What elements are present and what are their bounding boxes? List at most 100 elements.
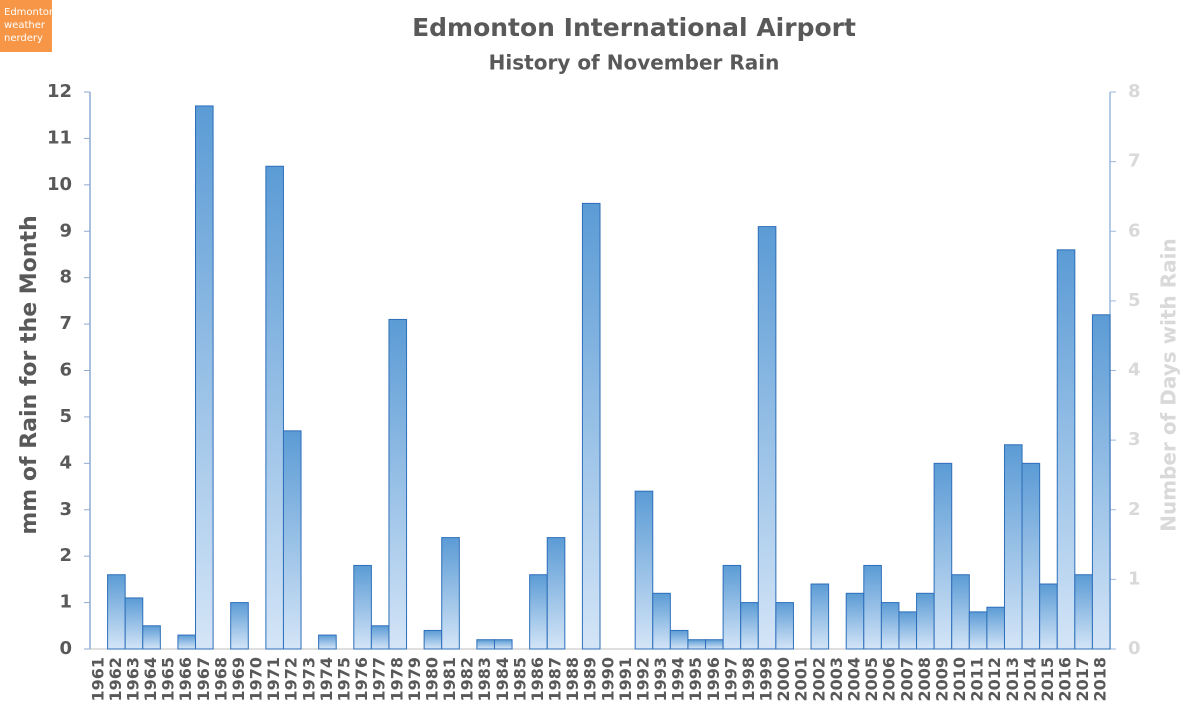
x-tick-label: 1990 [598, 657, 617, 702]
x-tick-label: 1979 [405, 657, 424, 702]
x-tick-label: 2007 [897, 657, 916, 702]
y2-tick-label: 1 [1128, 568, 1141, 589]
bar [916, 592, 935, 650]
badge-box [0, 0, 52, 52]
bar [1091, 314, 1111, 650]
x-tick-label: 2014 [1020, 657, 1039, 702]
bar [388, 318, 408, 650]
x-tick-label: 1995 [686, 657, 705, 702]
y2-tick-label: 8 [1128, 81, 1141, 102]
x-tick-label: 1986 [528, 657, 547, 702]
y-tick-label: 1 [59, 592, 72, 613]
x-tick-label: 2015 [1038, 657, 1057, 702]
chart-title: Edmonton International Airport [412, 13, 856, 42]
x-tick-label: 1991 [616, 657, 635, 702]
x-tick-label: 1969 [229, 657, 248, 702]
chart-subtitle: History of November Rain [489, 51, 780, 75]
x-tick-label: 1984 [493, 657, 512, 702]
y-tick-label: 10 [47, 174, 72, 195]
x-tick-label: 2016 [1056, 657, 1075, 702]
x-tick-label: 2000 [774, 657, 793, 702]
bar [529, 574, 548, 650]
bar [1074, 574, 1093, 650]
bar [195, 105, 214, 650]
bar [230, 602, 249, 650]
badge-text: nerdery [4, 33, 43, 44]
bar [880, 602, 900, 650]
x-tick-label: 1983 [475, 657, 494, 702]
bar [318, 634, 337, 650]
x-tick-label: 2006 [880, 657, 899, 702]
y2-tick-label: 2 [1128, 499, 1141, 520]
x-tick-label: 1974 [317, 657, 336, 702]
bar [581, 202, 601, 650]
bar [810, 583, 830, 650]
bar [845, 592, 865, 650]
bar [423, 629, 443, 650]
y-tick-label: 9 [59, 220, 72, 241]
bar [1003, 444, 1023, 650]
bar [652, 592, 671, 650]
bar [177, 634, 197, 650]
x-tick-label: 1996 [704, 657, 723, 702]
bar [1056, 249, 1076, 650]
bar [863, 564, 882, 650]
x-tick-label: 2009 [932, 657, 951, 702]
y-tick-label: 8 [59, 267, 72, 288]
x-tick-label: 2017 [1073, 657, 1092, 702]
bar [951, 574, 970, 650]
bar [740, 602, 759, 650]
bar [353, 564, 372, 650]
y-tick-label: 6 [59, 360, 72, 381]
x-tick-label: 1987 [546, 657, 565, 702]
x-tick-label: 1968 [211, 657, 230, 702]
bar [476, 639, 495, 650]
bar [775, 602, 794, 650]
bar [124, 597, 144, 650]
x-tick-label: 2011 [968, 657, 987, 702]
x-tick-label: 2002 [809, 657, 828, 702]
bar [265, 165, 284, 650]
x-tick-label: 1980 [422, 657, 441, 702]
x-tick-label: 1964 [141, 657, 160, 702]
bar [722, 564, 742, 650]
y2-tick-label: 5 [1128, 290, 1141, 311]
bar [634, 490, 654, 650]
x-tick-label: 1998 [739, 657, 758, 702]
x-tick-label: 1994 [669, 657, 688, 702]
bar [705, 639, 724, 650]
x-tick-label: 1978 [387, 657, 406, 702]
bar [687, 639, 707, 650]
x-tick-label: 1988 [563, 657, 582, 702]
y2-tick-label: 4 [1128, 360, 1141, 381]
x-tick-label: 2005 [862, 657, 881, 702]
bar [282, 430, 302, 650]
x-tick-label: 1975 [335, 657, 354, 702]
x-tick-label: 1972 [282, 657, 301, 702]
y-tick-label: 7 [59, 313, 72, 334]
bar [441, 537, 460, 650]
x-tick-label: 1967 [194, 657, 213, 702]
y2-tick-label: 7 [1128, 151, 1141, 172]
x-tick-label: 2013 [1003, 657, 1022, 702]
y-axis-label: mm of Rain for the Month [17, 215, 42, 534]
x-tick-label: 1976 [352, 657, 371, 702]
badge-text: weather [4, 20, 46, 31]
x-tick-label: 2004 [845, 657, 864, 702]
y2-tick-label: 0 [1128, 638, 1141, 659]
x-tick-label: 1971 [264, 657, 283, 702]
bar [142, 625, 161, 650]
x-tick-label: 2018 [1091, 657, 1110, 702]
bar [669, 629, 689, 650]
bar [933, 462, 953, 650]
bar [898, 611, 918, 650]
bar [370, 625, 390, 650]
bar [986, 606, 1005, 650]
x-tick-label: 1992 [633, 657, 652, 702]
x-tick-label: 1989 [581, 657, 600, 702]
y2-axis-label: Number of Days with Rain [1157, 238, 1181, 531]
y-tick-label: 4 [59, 452, 72, 473]
y-tick-label: 2 [59, 545, 72, 566]
